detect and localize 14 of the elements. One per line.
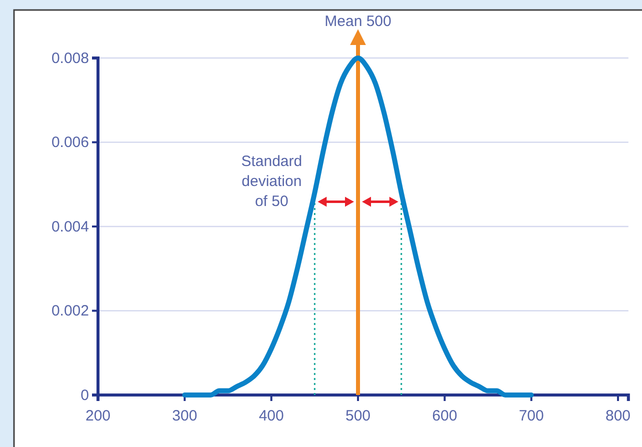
y-tick-label: 0.006 [51,134,89,152]
ref-line-label: Mean 500 [324,13,392,30]
x-tick-label: 600 [432,408,458,424]
annotation: Standard deviation of 50 [241,152,302,210]
y-tick-label: 0.002 [51,302,89,320]
y-tick-label: 0.008 [51,50,89,67]
y-tick-label: 0 [80,386,89,404]
x-tick-label: 800 [605,408,631,424]
x-tick-label: 700 [518,408,544,424]
x-tick-label: 300 [172,408,198,424]
y-tick-label: 0.004 [51,218,89,236]
x-tick-label: 500 [345,408,371,424]
x-tick-label: 400 [258,408,284,424]
x-tick-label: 200 [85,408,111,424]
